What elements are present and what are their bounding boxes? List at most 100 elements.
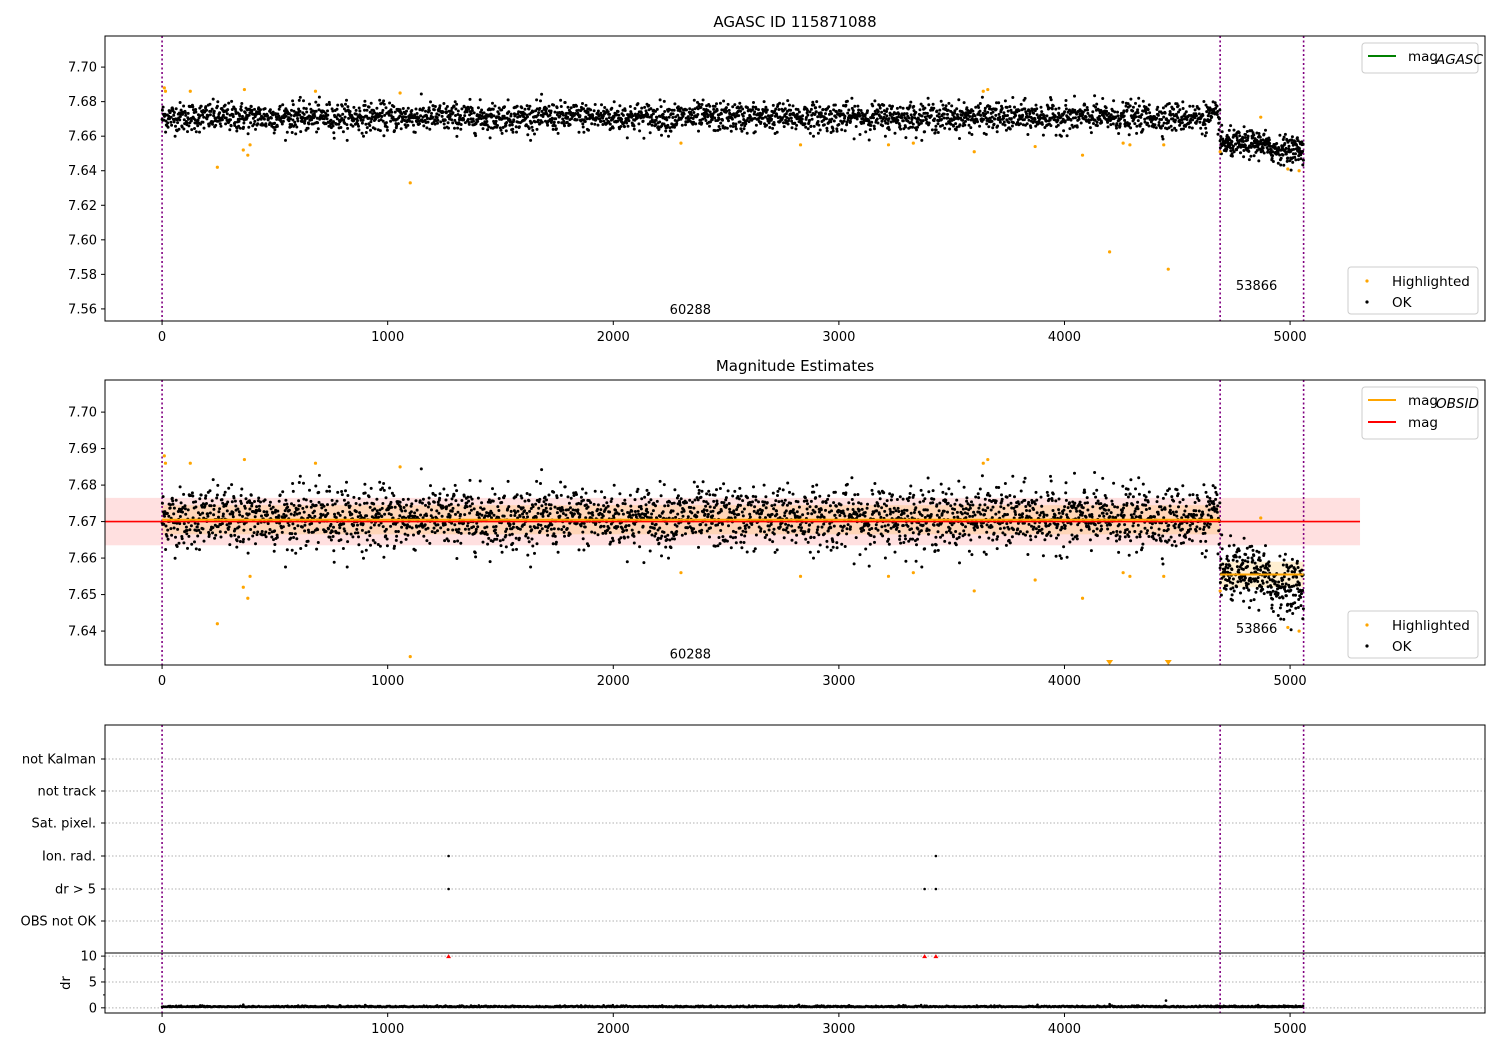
ok-point (231, 115, 235, 119)
ok-point (295, 512, 299, 516)
ok-point (857, 108, 861, 112)
ok-point (310, 522, 314, 525)
legend-subscript: AGASC (1435, 52, 1484, 68)
ok-point (382, 102, 386, 106)
ok-point (305, 110, 309, 114)
ok-point (915, 128, 918, 132)
ok-point (633, 522, 637, 526)
ok-point (703, 116, 707, 120)
ok-point (218, 111, 222, 115)
ok-point (187, 124, 191, 128)
ok-point (552, 490, 556, 494)
ok-point (612, 100, 616, 104)
ok-point (342, 118, 346, 122)
ok-point (369, 486, 373, 490)
ok-point (1183, 112, 1187, 116)
ok-point (312, 112, 316, 116)
ok-point (511, 525, 515, 529)
ok-point (545, 529, 549, 533)
ok-point (581, 487, 584, 491)
ok-point (303, 529, 307, 533)
ok-point (440, 514, 444, 518)
ok-point (327, 485, 331, 489)
ok-point (454, 512, 457, 516)
ok-point (998, 115, 1002, 119)
ok-point (520, 496, 524, 500)
ok-point (404, 115, 408, 119)
ok-point (777, 108, 781, 111)
ok-point (616, 504, 620, 508)
ok-point (526, 536, 530, 540)
ok-point (383, 512, 387, 516)
ok-point (229, 534, 233, 538)
ok-point (493, 492, 497, 496)
ok-point (706, 515, 710, 519)
ok-point (453, 126, 456, 130)
ok-point (1268, 141, 1272, 145)
ok-point (578, 515, 582, 519)
ok-point (804, 116, 808, 119)
ok-point (622, 529, 626, 533)
ok-point (360, 516, 364, 519)
ok-point (1235, 148, 1239, 152)
ok-point (719, 112, 723, 116)
ok-point (800, 120, 803, 124)
ok-point (196, 534, 200, 538)
ok-point (1178, 123, 1182, 127)
x-tick-label: 4000 (1048, 330, 1081, 345)
ok-point (1049, 124, 1053, 128)
ok-point (850, 96, 854, 100)
ok-point (1086, 108, 1089, 112)
ok-point (1220, 123, 1224, 127)
ok-point (327, 527, 330, 531)
ok-point (172, 526, 176, 530)
ok-point (355, 527, 359, 531)
ok-point (198, 130, 201, 134)
ok-point (237, 119, 241, 123)
ok-point (692, 98, 696, 102)
ok-point (585, 117, 589, 121)
ok-point (233, 107, 237, 111)
ok-point (164, 548, 168, 551)
ok-point (1284, 146, 1288, 150)
ok-point (268, 504, 272, 507)
ok-point (332, 136, 336, 140)
ok-point (401, 107, 405, 110)
ok-point (1181, 107, 1185, 110)
ok-point (990, 119, 994, 123)
ok-point (1116, 110, 1119, 114)
ok-point (476, 525, 480, 529)
ok-point (1161, 137, 1165, 141)
ok-point (212, 513, 216, 517)
ok-point (281, 525, 285, 529)
ok-point (1215, 113, 1219, 116)
ok-point (414, 499, 418, 503)
ok-point (830, 112, 833, 116)
ok-point (500, 108, 504, 112)
ok-point (165, 534, 169, 538)
ok-point (1295, 136, 1299, 140)
ok-point (964, 119, 967, 123)
ok-point (375, 497, 379, 501)
ok-point (351, 535, 355, 539)
ok-point (700, 489, 704, 493)
ok-point (360, 121, 364, 125)
ok-point (657, 541, 661, 545)
ok-point (176, 510, 180, 513)
ok-point (704, 504, 708, 508)
ok-point (590, 530, 594, 534)
ok-point (632, 541, 636, 545)
ok-point (638, 129, 642, 133)
ok-point (552, 120, 556, 124)
ok-point (1068, 112, 1072, 116)
ok-point (435, 509, 439, 513)
ok-point (898, 124, 902, 128)
ok-point (404, 537, 408, 541)
ok-point (1242, 125, 1246, 129)
ok-point (316, 121, 320, 125)
ok-point (472, 525, 475, 529)
ok-point (738, 101, 742, 105)
ok-point (1134, 101, 1137, 105)
ok-point (358, 503, 362, 507)
